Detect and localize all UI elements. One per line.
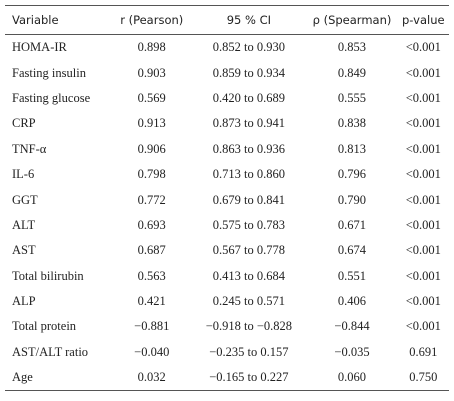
table-cell: ALT: [12, 217, 36, 232]
table-cell: 0.772: [137, 192, 166, 207]
table-cell: 0.796: [337, 167, 367, 182]
table-cell: 0.863 to 0.936: [212, 141, 285, 156]
table-cell: 0.575 to 0.783: [212, 217, 285, 232]
table-cell: 0.813: [337, 141, 367, 156]
table-row: CRP 0.913 0.873 to 0.941 0.838 <0.001: [5, 111, 449, 136]
table-row: Fasting glucose 0.569 0.420 to 0.689 0.555 <…: [5, 86, 449, 111]
table-cell: 0.859 to 0.934: [212, 65, 285, 80]
table-cell: 0.913: [137, 116, 166, 131]
header-row: Variable r (Pearson) 95 % CI ρ (Spearman) p-…: [5, 5, 449, 35]
table-cell: <0.001: [405, 116, 441, 131]
table-cell: 0.421: [137, 294, 166, 309]
table-cell: Total bilirubin: [12, 268, 84, 283]
table-cell: <0.001: [405, 141, 441, 156]
table-cell: 0.798: [137, 167, 166, 182]
table-cell: −0.040: [134, 344, 170, 359]
table-cell: 0.903: [137, 65, 166, 80]
table-cell: 0.555: [337, 90, 367, 105]
table-cell: <0.001: [405, 243, 441, 258]
table-cell: ALP: [12, 294, 36, 309]
table-row: IL-6 0.798 0.713 to 0.860 0.796 <0.001: [5, 162, 449, 187]
table-cell: −0.844: [334, 319, 370, 334]
table-cell: Fasting glucose: [12, 90, 91, 105]
table-cell: 0.060: [306, 365, 398, 392]
table-cell: 0.852 to 0.930: [212, 40, 285, 55]
table-row: AST 0.687 0.567 to 0.778 0.674 <0.001: [5, 238, 449, 263]
table-cell: 0.569: [137, 90, 166, 105]
table-cell: 0.853: [337, 40, 367, 55]
table-cell: 0.838: [337, 116, 367, 131]
table-cell: IL-6: [12, 167, 35, 182]
table-cell: Total protein: [12, 319, 77, 334]
table-row: Fasting insulin 0.903 0.859 to 0.934 0.849 <…: [5, 60, 449, 85]
table-cell: <0.001: [405, 268, 441, 283]
table-cell: 0.245 to 0.571: [212, 294, 285, 309]
table-cell: 0.563: [137, 268, 166, 283]
table-cell: 0.551: [337, 268, 367, 283]
table-cell: <0.001: [405, 294, 441, 309]
table-cell: <0.001: [405, 192, 441, 207]
table-row: Age 0.032 −0.165 to 0.227 0.060 0.750: [5, 365, 449, 392]
table-row: GGT 0.772 0.679 to 0.841 0.790 <0.001: [5, 187, 449, 212]
table-cell: 0.691: [409, 344, 438, 359]
table-cell: 0.750: [397, 365, 449, 392]
correlation-table: Variable r (Pearson) 95 % CI ρ (Spearman) p-…: [5, 5, 449, 392]
table-row: HOMA-IR 0.898 0.852 to 0.930 0.853 <0.001: [5, 35, 449, 61]
header-cell: r (Pearson): [112, 5, 192, 35]
table-cell: <0.001: [405, 319, 441, 334]
table-cell: Fasting insulin: [12, 65, 86, 80]
table-body: HOMA-IR 0.898 0.852 to 0.930 0.853 <0.001 Fas…: [5, 35, 449, 392]
table-cell: Age: [5, 365, 113, 392]
table-cell: HOMA-IR: [12, 40, 67, 55]
table-cell: −0.918 to −0.828: [205, 319, 293, 334]
table-cell: −0.881: [134, 319, 170, 334]
table-cell: −0.165 to 0.227: [191, 365, 307, 392]
table-cell: 0.873 to 0.941: [212, 116, 285, 131]
header-cell: Variable: [5, 5, 113, 35]
header-cell: p-value: [397, 5, 449, 35]
table-cell: 0.687: [137, 243, 166, 258]
table-row: ALP 0.421 0.245 to 0.571 0.406 <0.001: [5, 289, 449, 314]
table-cell: 0.674: [337, 243, 367, 258]
table-cell: −0.235 to 0.157: [209, 344, 289, 359]
table-cell: AST: [12, 243, 36, 258]
table-cell: <0.001: [405, 167, 441, 182]
table-cell: <0.001: [405, 40, 441, 55]
table-cell: <0.001: [405, 65, 441, 80]
table-row: Total bilirubin 0.563 0.413 to 0.684 0.551 <…: [5, 264, 449, 289]
table-cell: TNF-α: [12, 141, 47, 156]
table-cell: 0.671: [337, 217, 367, 232]
table-cell: 0.413 to 0.684: [212, 268, 285, 283]
table-cell: 0.790: [337, 192, 367, 207]
table-cell: 0.898: [137, 40, 166, 55]
table-row: TNF-α 0.906 0.863 to 0.936 0.813 <0.001: [5, 137, 449, 162]
table-row: ALT 0.693 0.575 to 0.783 0.671 <0.001: [5, 213, 449, 238]
table-cell: 0.420 to 0.689: [212, 90, 285, 105]
table-cell: 0.713 to 0.860: [212, 167, 285, 182]
table-row: Total protein −0.881 −0.918 to −0.828 −0.84…: [5, 314, 449, 339]
table-cell: AST/ALT ratio: [12, 344, 89, 359]
table-row: AST/ALT ratio −0.040 −0.235 to 0.157 −0.035…: [5, 340, 449, 365]
table-cell: −0.035: [334, 344, 370, 359]
table-cell: GGT: [12, 192, 38, 207]
table-cell: 0.693: [137, 217, 166, 232]
header-cell: 95 % CI: [191, 5, 307, 35]
table-cell: 0.849: [337, 65, 367, 80]
table-cell: <0.001: [405, 217, 441, 232]
table-cell: 0.679 to 0.841: [212, 192, 285, 207]
table-cell: 0.906: [137, 141, 166, 156]
table-cell: 0.406: [337, 294, 367, 309]
table-cell: 0.567 to 0.778: [212, 243, 285, 258]
table-cell: <0.001: [405, 90, 441, 105]
header-cell: ρ (Spearman): [306, 5, 398, 35]
table-cell: CRP: [12, 116, 36, 131]
table-cell: 0.032: [112, 365, 192, 392]
